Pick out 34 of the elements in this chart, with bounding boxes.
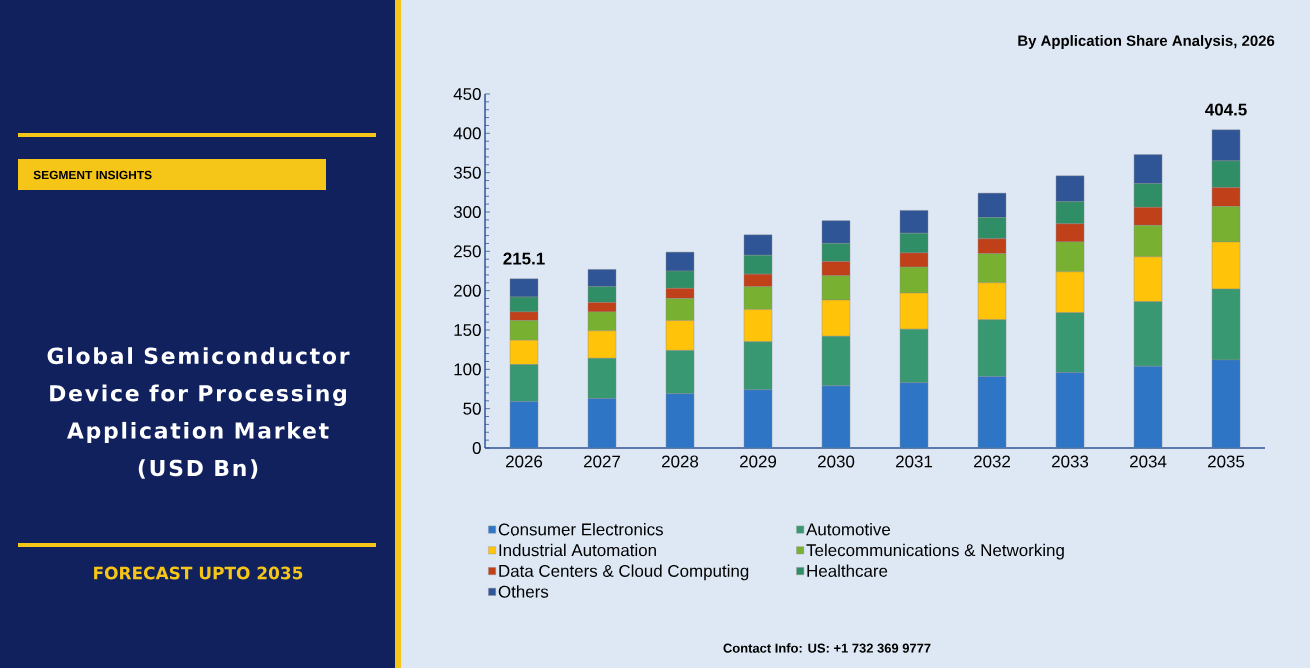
chart-subtitle: By Application Share Analysis, 2026 [1018,35,1275,49]
total-label: 215.1 [503,252,545,265]
x-tick-label: 2035 [1208,455,1245,468]
x-tick-label: 2032 [974,455,1010,468]
x-tick-label: 2027 [584,455,620,468]
legend-label: Industrial Automation [499,543,656,557]
x-tick-label: 2031 [896,455,933,468]
x-tick-label: 2026 [506,455,543,468]
y-tick-label: 350 [453,166,481,179]
text: Global Semiconductor Device for Processing Application Market (USD Bn) [47,347,350,479]
legend-label: Consumer Electronics [498,522,663,536]
legend-label: Healthcare [807,564,888,577]
text: Contact Info: US: +1 732 369 9777 [723,643,931,653]
y-tick-label: 100 [454,363,481,376]
text: FORECAST UPTO 2035 [94,566,303,580]
x-tick-label: 2030 [818,455,855,468]
x-tick-label: 2028 [662,455,699,468]
text: SEGMENT INSIGHTS [33,170,152,180]
x-tick-label: 2033 [1052,455,1089,468]
x-tick-label: 2034 [1130,455,1167,468]
y-tick-label: 400 [453,127,481,140]
y-tick-label: 50 [463,402,481,415]
y-tick-label: 300 [453,205,481,218]
x-tick-label: 2029 [740,455,777,468]
total-label: 404.5 [1205,103,1247,116]
y-tick-label: 250 [454,245,481,258]
y-tick-label: 150 [454,324,481,336]
y-tick-label: 200 [454,284,481,297]
y-tick-label: 450 [453,87,481,100]
legend-label: Automotive [806,522,891,536]
y-tick-label: 0 [472,442,481,454]
legend-label: Telecommunications & Networking [806,543,1064,560]
legend-label: Others [498,585,549,598]
legend-label: Data Centers & Cloud Computing [499,564,749,581]
